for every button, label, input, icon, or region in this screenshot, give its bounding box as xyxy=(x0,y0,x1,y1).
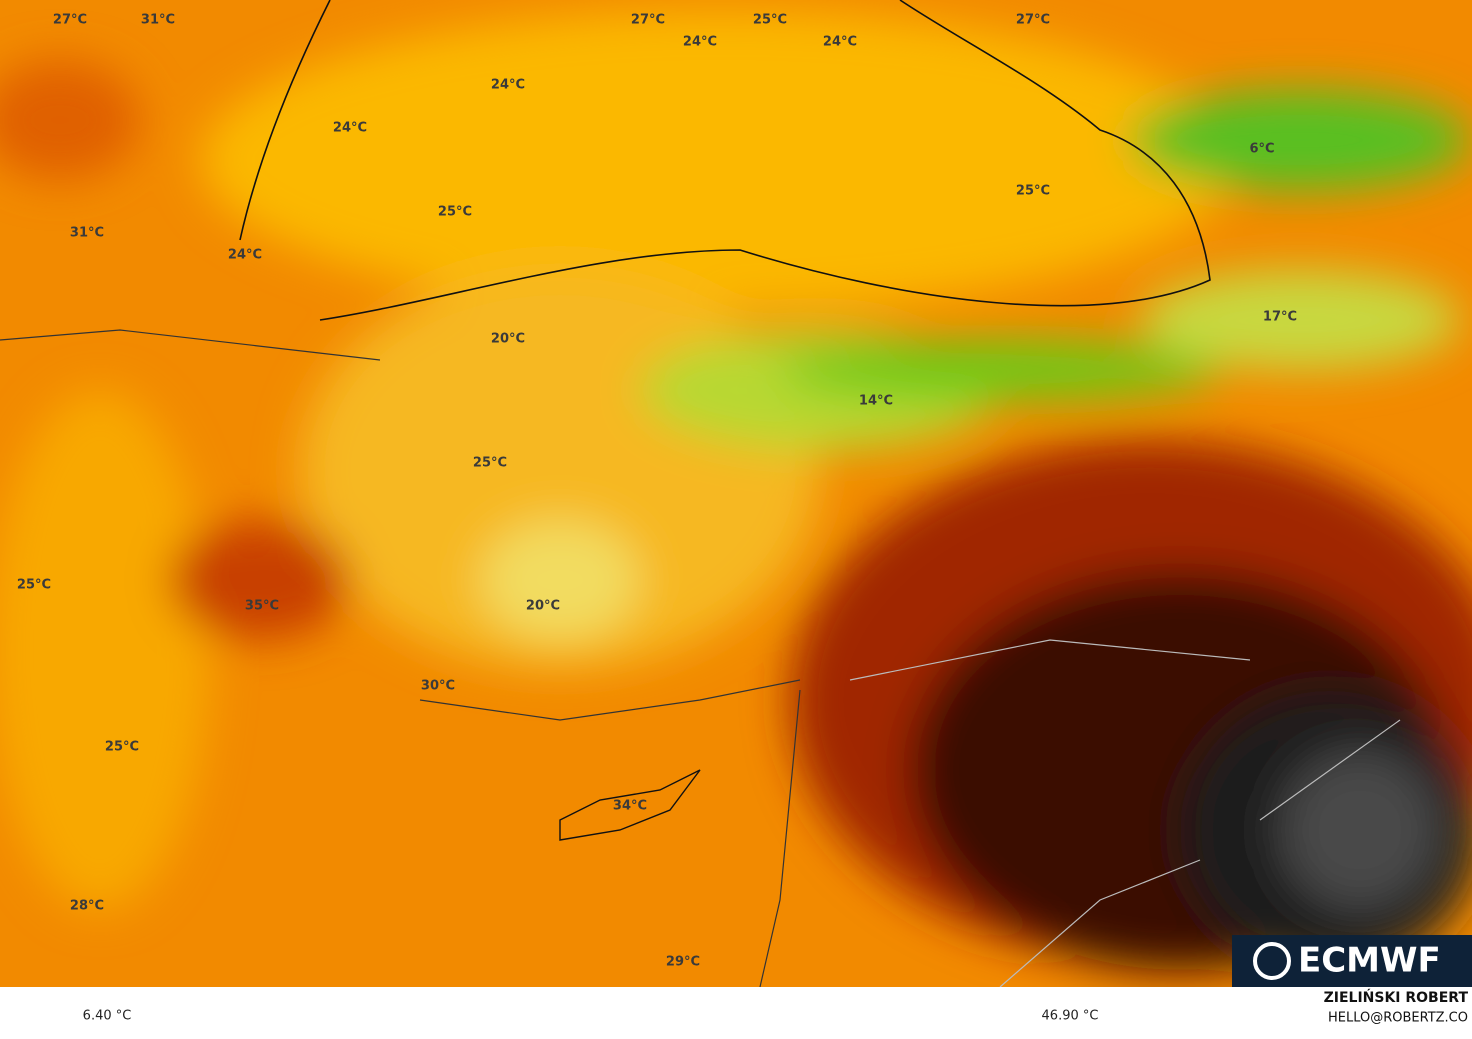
temperature-label: 25°C xyxy=(105,740,139,755)
temperature-label: 24°C xyxy=(333,121,367,136)
author: ZIELIŃSKI ROBERT xyxy=(1324,988,1469,1006)
colorbar-max-label: 46.90 °C xyxy=(1042,1009,1099,1024)
temperature-label: 27°C xyxy=(53,13,87,28)
temperature-label: 24°C xyxy=(683,35,717,50)
temperature-label: 27°C xyxy=(1016,13,1050,28)
temperature-label: 31°C xyxy=(70,226,104,241)
footer xyxy=(0,987,1472,1035)
temperature-label: 28°C xyxy=(70,899,104,914)
temperature-label: 25°C xyxy=(753,13,787,28)
colorbar-min-label: 6.40 °C xyxy=(83,1009,132,1024)
temperature-label: 34°C xyxy=(613,799,647,814)
logo-text: ECMWF xyxy=(1298,941,1441,981)
temperature-label: 24°C xyxy=(228,248,262,263)
temperature-label: 31°C xyxy=(141,13,175,28)
temperature-label: 20°C xyxy=(491,332,525,347)
temperature-label: 24°C xyxy=(823,35,857,50)
email: HELLO@ROBERTZ.CO xyxy=(1328,1011,1468,1026)
temperature-label: 24°C xyxy=(491,78,525,93)
temperature-label: 6°C xyxy=(1249,142,1274,157)
ecmwf-logo: ECMWF xyxy=(1232,935,1472,987)
temperature-label: 25°C xyxy=(438,205,472,220)
temperature-label: 25°C xyxy=(17,578,51,593)
temperature-label: 25°C xyxy=(1016,184,1050,199)
temperature-label: 35°C xyxy=(245,599,279,614)
temperature-label: 30°C xyxy=(421,679,455,694)
map xyxy=(0,0,1472,988)
temperature-labels: 27°C 31°C 27°C 25°C 27°C 24°C 24°C 24°C 24°C 6°C 2… xyxy=(17,13,1297,970)
temperature-label: 27°C xyxy=(631,13,665,28)
temperature-label: 29°C xyxy=(666,955,700,970)
temperature-label: 25°C xyxy=(473,456,507,471)
temperature-label: 14°C xyxy=(859,394,893,409)
temperature-label: 20°C xyxy=(526,599,560,614)
temperature-label: 17°C xyxy=(1263,310,1297,325)
